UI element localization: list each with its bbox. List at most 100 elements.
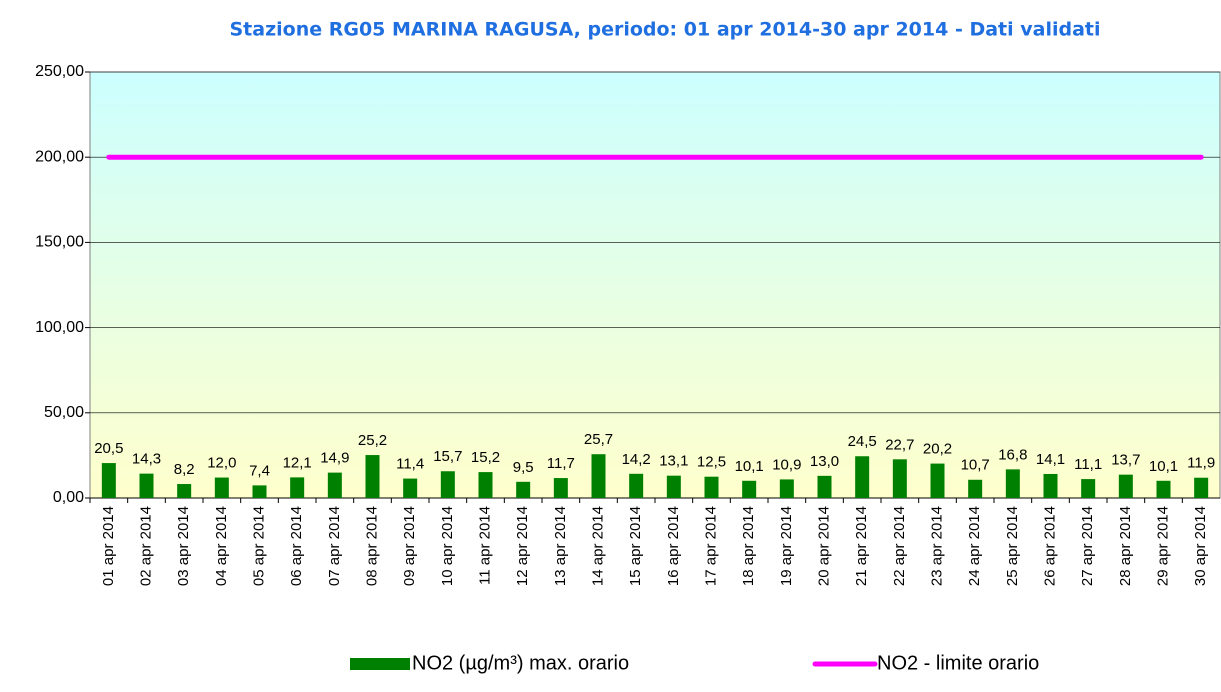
x-tick-label: 03 apr 2014 xyxy=(175,506,192,586)
bar xyxy=(478,472,493,498)
bar xyxy=(1156,480,1171,498)
bar xyxy=(892,459,907,498)
x-tick-label: 09 apr 2014 xyxy=(401,506,418,586)
data-label: 11,9 xyxy=(1187,455,1215,472)
data-label: 25,2 xyxy=(358,432,387,449)
y-tick-label: 250,00 xyxy=(35,63,84,80)
y-tick-label: 100,00 xyxy=(35,319,84,336)
y-tick-label: 0,00 xyxy=(53,489,84,506)
x-tick-label: 28 apr 2014 xyxy=(1117,506,1134,586)
plot-area xyxy=(89,71,1221,499)
bar xyxy=(629,473,644,498)
bar xyxy=(516,481,531,498)
data-label: 8,2 xyxy=(174,461,195,478)
bar xyxy=(817,475,832,498)
data-label: 12,5 xyxy=(697,454,726,471)
y-tick-label: 200,00 xyxy=(35,148,84,165)
data-label: 13,1 xyxy=(659,453,688,470)
x-tick-label: 19 apr 2014 xyxy=(778,506,795,586)
bar xyxy=(1194,477,1209,498)
x-tick-label: 24 apr 2014 xyxy=(966,506,983,586)
x-tick-label: 25 apr 2014 xyxy=(1004,506,1021,586)
data-label: 24,5 xyxy=(848,433,877,450)
x-tick-label: 08 apr 2014 xyxy=(363,506,380,586)
legend-swatch xyxy=(350,658,410,670)
x-tick-label: 10 apr 2014 xyxy=(439,506,456,586)
bar xyxy=(666,475,681,498)
data-label: 14,1 xyxy=(1036,451,1065,468)
data-label: 25,7 xyxy=(584,431,613,448)
data-label: 14,9 xyxy=(320,450,349,467)
data-label: 15,2 xyxy=(471,449,500,466)
x-tick-label: 04 apr 2014 xyxy=(213,506,230,586)
bar xyxy=(1118,474,1133,498)
data-label: 10,7 xyxy=(961,457,990,474)
bar xyxy=(930,463,945,498)
data-label: 15,7 xyxy=(433,448,462,465)
bar xyxy=(1043,473,1058,498)
bar xyxy=(968,479,983,498)
x-tick-label: 23 apr 2014 xyxy=(928,506,945,586)
data-label: 13,7 xyxy=(1111,452,1140,469)
x-tick-label: 05 apr 2014 xyxy=(250,506,267,586)
bar xyxy=(101,463,116,498)
legend-label: NO2 - limite orario xyxy=(877,652,1039,674)
bar xyxy=(327,472,342,498)
bar xyxy=(855,456,870,498)
data-label: 22,7 xyxy=(885,436,914,453)
x-tick-label: 13 apr 2014 xyxy=(552,506,569,586)
data-label: 11,1 xyxy=(1074,456,1102,473)
x-tick-label: 15 apr 2014 xyxy=(627,506,644,586)
data-label: 10,9 xyxy=(772,456,801,473)
data-label: 16,8 xyxy=(998,446,1027,463)
x-tick-label: 21 apr 2014 xyxy=(853,506,870,586)
y-tick-label: 150,00 xyxy=(35,234,84,251)
data-label: 9,5 xyxy=(513,459,534,476)
bar xyxy=(177,484,192,498)
bar xyxy=(139,473,154,498)
x-tick-label: 20 apr 2014 xyxy=(815,506,832,586)
chart-title: Stazione RG05 MARINA RAGUSA, periodo: 01… xyxy=(229,19,1100,41)
x-tick-label: 22 apr 2014 xyxy=(891,506,908,586)
bar xyxy=(290,477,305,498)
x-tick-label: 30 apr 2014 xyxy=(1192,506,1209,586)
data-label: 20,2 xyxy=(923,441,952,458)
x-tick-label: 02 apr 2014 xyxy=(137,506,154,586)
data-label: 11,4 xyxy=(396,456,424,473)
x-tick-label: 16 apr 2014 xyxy=(665,506,682,586)
bar xyxy=(591,454,606,498)
data-label: 7,4 xyxy=(249,462,270,479)
bar xyxy=(214,477,229,498)
data-label: 10,1 xyxy=(1149,458,1178,475)
bar xyxy=(704,476,719,498)
x-tick-label: 26 apr 2014 xyxy=(1041,506,1058,586)
x-tick-label: 06 apr 2014 xyxy=(288,506,305,586)
data-label: 13,0 xyxy=(810,453,839,470)
x-tick-label: 27 apr 2014 xyxy=(1079,506,1096,586)
legend-label: NO2 (µg/m³) max. orario xyxy=(412,652,629,674)
x-tick-label: 11 apr 2014 xyxy=(476,506,493,585)
bar xyxy=(365,455,380,498)
data-label: 14,3 xyxy=(132,451,161,468)
y-tick-label: 50,00 xyxy=(44,404,84,421)
x-tick-label: 07 apr 2014 xyxy=(326,506,343,586)
bar xyxy=(779,479,794,498)
bar xyxy=(440,471,455,498)
data-label: 20,5 xyxy=(94,440,123,457)
data-label: 12,1 xyxy=(283,454,312,471)
x-tick-label: 01 apr 2014 xyxy=(100,506,117,586)
bar xyxy=(742,480,757,498)
data-label: 14,2 xyxy=(622,451,651,468)
x-tick-label: 29 apr 2014 xyxy=(1154,506,1171,586)
bar xyxy=(553,478,568,498)
bar xyxy=(252,485,267,498)
data-label: 12,0 xyxy=(207,455,236,472)
x-tick-label: 12 apr 2014 xyxy=(514,506,531,586)
x-tick-label: 17 apr 2014 xyxy=(702,506,719,586)
bar xyxy=(1005,469,1020,498)
bar xyxy=(403,478,418,498)
x-tick-label: 18 apr 2014 xyxy=(740,506,757,586)
data-label: 10,1 xyxy=(735,458,764,475)
bar xyxy=(1081,479,1096,498)
